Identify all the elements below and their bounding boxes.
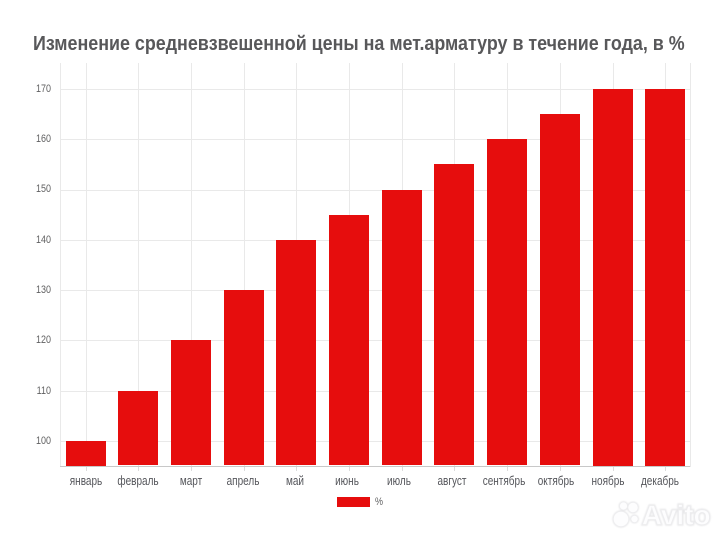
svg-text:Avito: Avito [642,500,711,531]
svg-text:Avito: Avito [642,500,711,531]
